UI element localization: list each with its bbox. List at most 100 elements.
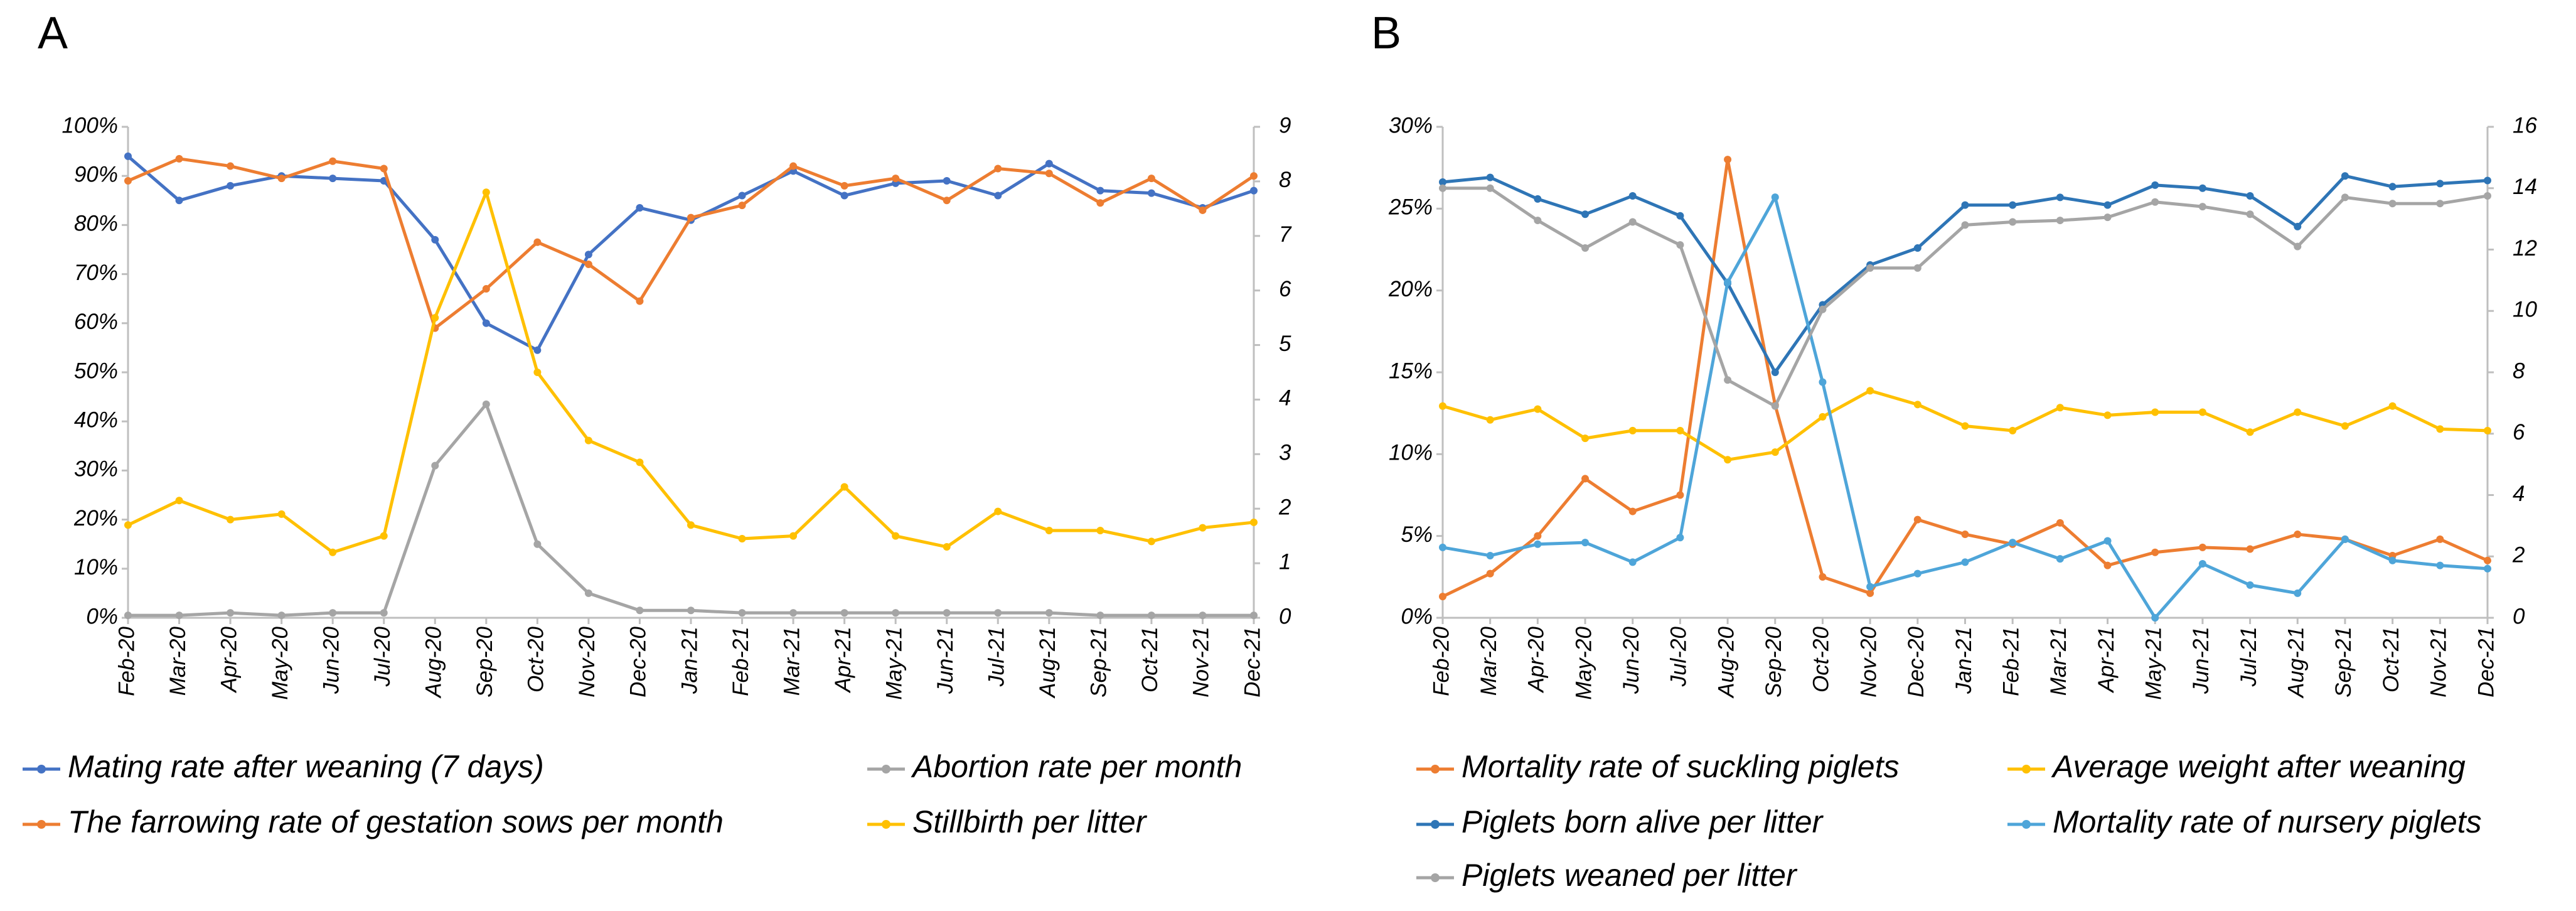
data-point [2103, 537, 2112, 545]
series-line [127, 155, 1254, 352]
data-point [1486, 173, 1494, 181]
data-point [1439, 543, 1446, 551]
data-point [1676, 241, 1684, 249]
data-point [175, 154, 183, 163]
data-point [2056, 555, 2064, 563]
data-point [994, 191, 1002, 200]
data-point [1250, 518, 1258, 526]
data-point [1913, 244, 1921, 252]
data-point [2484, 191, 2491, 200]
data-point [1147, 175, 1155, 183]
y2-tick-label: 8 [2513, 358, 2525, 383]
series-line [1442, 195, 2488, 620]
x-tick-label: Apr-20 [216, 626, 241, 693]
data-point [227, 181, 235, 190]
data-point [1581, 434, 1590, 443]
x-tick-label: Dec-21 [2474, 627, 2498, 698]
x-tick-label: Aug-21 [1035, 627, 1060, 699]
data-point [943, 609, 951, 617]
data-point [2246, 210, 2254, 218]
legend-label: Abortion rate per month [911, 749, 1242, 784]
data-point [2056, 404, 2064, 412]
data-point [1628, 218, 1637, 226]
data-point [738, 191, 746, 200]
x-tick-label: Apr-21 [831, 627, 855, 693]
data-point [738, 202, 746, 210]
data-point [1628, 507, 1637, 515]
data-point [1961, 531, 1969, 539]
legend-marker [882, 765, 890, 774]
data-point [2294, 531, 2302, 539]
x-tick-label: Oct-20 [1809, 626, 1834, 693]
data-point [943, 543, 951, 551]
data-point [2246, 428, 2254, 436]
data-point [1439, 184, 1446, 192]
data-point [943, 197, 951, 205]
data-point [1913, 401, 1921, 409]
data-point [175, 612, 183, 620]
data-point [2198, 203, 2206, 211]
data-point [533, 540, 542, 548]
data-point [2246, 581, 2254, 589]
legend-marker [2022, 820, 2031, 829]
y-tick-label: 30% [1389, 113, 1433, 137]
data-point [2294, 222, 2302, 230]
data-point [533, 346, 542, 354]
data-point [584, 589, 592, 597]
data-point [1771, 402, 1779, 410]
data-point [2103, 213, 2112, 222]
x-tick-label: Jun-20 [1619, 626, 1643, 694]
data-point [1045, 170, 1053, 178]
data-point [1676, 426, 1684, 434]
data-point [2056, 217, 2064, 225]
data-point [789, 532, 798, 540]
data-point [277, 175, 286, 183]
x-tick-label: Aug-20 [1714, 626, 1738, 698]
data-point [124, 177, 132, 185]
y-tick-label: 20% [73, 506, 118, 531]
x-tick-label: Jun-21 [933, 627, 958, 694]
data-point [1913, 264, 1921, 272]
data-point [1147, 189, 1155, 197]
data-point [1771, 193, 1779, 202]
data-point [584, 260, 592, 268]
x-tick-label: Feb-21 [729, 627, 753, 696]
y2-tick-label: 6 [1279, 277, 1291, 301]
x-tick-label: Mar-20 [166, 626, 190, 696]
legend-marker [37, 765, 46, 774]
data-point [2198, 184, 2206, 192]
data-point [687, 606, 695, 615]
data-point [2484, 426, 2491, 434]
x-tick-label: May-20 [268, 626, 292, 699]
data-point [687, 521, 695, 529]
data-point [2151, 548, 2159, 556]
data-point [738, 609, 746, 617]
legend-label: The farrowing rate of gestation sows per… [68, 804, 724, 839]
data-point [1581, 539, 1590, 547]
data-point [2151, 181, 2159, 189]
y-tick-label: 30% [74, 457, 118, 482]
data-point [1581, 475, 1590, 483]
data-point [2198, 408, 2206, 416]
x-tick-label: Nov-20 [1856, 626, 1881, 697]
legend-marker [882, 820, 890, 829]
chart-panel: A 0% 10% 20% 30% 40% 50% 60% 70% 80% 90% 100% 0 1 2 3 4 5… [23, 8, 1292, 839]
data-point [2484, 556, 2491, 564]
data-point [2436, 561, 2444, 569]
data-point [431, 235, 439, 244]
data-point [2151, 408, 2159, 416]
y-tick-label: 100% [61, 113, 118, 137]
data-point [2294, 408, 2302, 416]
chart-panel: B 0% 5% 10% 15% 20% 25% 30% 0 2 4 6 8 10 12 14 16 Feb-20 M… [1371, 8, 2537, 893]
data-point [1676, 212, 1684, 220]
data-point [1819, 412, 1827, 421]
y-tick-label: 5% [1401, 522, 1433, 547]
data-point [2198, 543, 2206, 551]
data-point [1096, 526, 1104, 534]
y2-tick-label: 12 [2513, 236, 2537, 261]
y-tick-label: 15% [1389, 358, 1433, 383]
data-point [1486, 569, 1494, 578]
x-tick-label: Aug-20 [422, 626, 446, 698]
data-point [431, 461, 439, 470]
data-point [1866, 589, 1874, 597]
